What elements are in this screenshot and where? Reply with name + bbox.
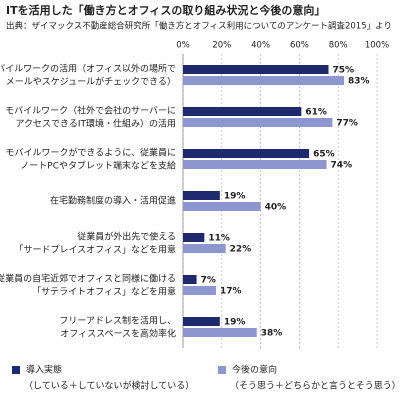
- bar: [183, 275, 197, 284]
- chart-title: ITを活用した「働き方とオフィスの取り組み状況と今後の意向」: [6, 3, 325, 17]
- value-label: 83%: [348, 77, 370, 87]
- x-tick-label: 20%: [212, 41, 231, 51]
- x-tick-label: 100%: [365, 41, 389, 51]
- value-label: 65%: [313, 150, 335, 160]
- bar: [183, 328, 257, 337]
- x-tick-label: 40%: [251, 41, 270, 51]
- category-label: 在宅勤務制度の導入・活用促進: [50, 195, 176, 207]
- legend-note: （そう思う＋どちらかと言うとそう思う）: [230, 380, 400, 392]
- legend-note: （している＋していないが検討している）: [24, 380, 194, 392]
- category-label: モバイルワークができるように、従業員にノートPCやタブレット端末などを支給: [5, 146, 176, 171]
- value-label: 61%: [305, 108, 327, 118]
- value-label: 17%: [220, 287, 242, 297]
- value-label: 7%: [201, 276, 216, 286]
- value-label: 11%: [208, 234, 230, 244]
- bar: [183, 191, 220, 200]
- category-label: モバイルワーク（社外で会社のサーバーにアクセスできるIT環境・仕組み）の活用: [5, 104, 176, 129]
- value-label: 40%: [265, 203, 287, 213]
- bar: [183, 65, 329, 74]
- bar: [183, 202, 261, 211]
- legend-label: 今後の意向: [232, 364, 277, 376]
- x-tick-label: 0%: [176, 41, 190, 51]
- legend-swatch: [218, 366, 226, 374]
- chart-subtitle: 出典：ザイマックス不動産総合研究所「働き方とオフィス利用についてのアンケート調査…: [6, 21, 392, 32]
- value-label: 19%: [224, 192, 246, 202]
- x-tick-label: 60%: [290, 41, 309, 51]
- bar: [183, 160, 327, 169]
- bar: [183, 233, 205, 242]
- value-label: 74%: [331, 161, 353, 171]
- bar: [183, 244, 226, 253]
- bar: [183, 107, 302, 116]
- category-label: フリーアドレス制を活用し、オフィススペースを高効率化: [59, 314, 176, 339]
- category-label: モバイルワークの活用（オフィス以外の場所でメールやスケジュールがチェックできる）: [0, 62, 176, 87]
- value-label: 22%: [230, 245, 252, 255]
- value-label: 19%: [224, 318, 246, 328]
- bar: [183, 286, 216, 295]
- value-label: 38%: [261, 329, 283, 339]
- value-label: 77%: [336, 119, 358, 129]
- legend-swatch: [12, 366, 20, 374]
- category-label: 従業員が外出先で使える「サードプレイスオフィス」などを用意: [14, 230, 176, 255]
- legend-label: 導入実態: [26, 364, 62, 376]
- x-tick-label: 80%: [329, 41, 348, 51]
- bar: [183, 149, 310, 158]
- bar: [183, 76, 345, 85]
- bar: [183, 317, 220, 326]
- category-label: 従業員の自宅近郊でオフィスと同様に働ける「サテライトオフィス」などを用意: [0, 272, 176, 297]
- bar: [183, 118, 333, 127]
- value-label: 75%: [333, 66, 355, 76]
